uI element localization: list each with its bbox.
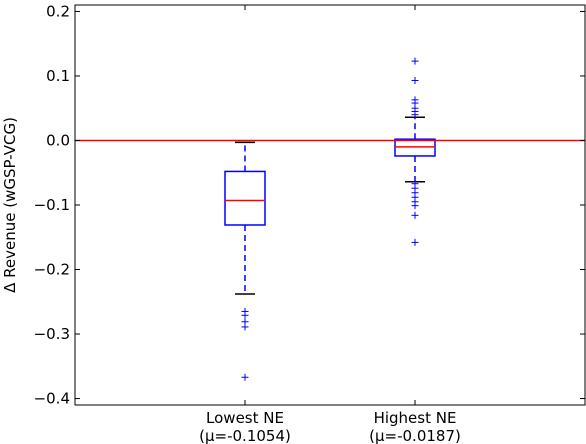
y-tick-label: −0.1 bbox=[34, 196, 70, 214]
x-tick-sublabel: (μ=-0.1054) bbox=[199, 427, 291, 444]
flier-point bbox=[241, 311, 249, 319]
y-tick-label: −0.4 bbox=[34, 390, 70, 408]
y-tick-label: 0.0 bbox=[46, 131, 70, 149]
flier-point bbox=[411, 96, 419, 104]
y-axis-ticks: −0.4 −0.3 −0.2 −0.1 0.0 0.1 0.2 bbox=[34, 2, 585, 408]
box bbox=[224, 170, 266, 226]
x-tick-sublabel: (μ=-0.0187) bbox=[369, 427, 461, 444]
y-tick-label: −0.3 bbox=[34, 325, 70, 343]
flier-point bbox=[411, 202, 419, 210]
flier-point bbox=[411, 57, 419, 65]
y-tick-label: 0.1 bbox=[46, 67, 70, 85]
flier-point bbox=[241, 323, 249, 331]
y-tick-label: 0.2 bbox=[46, 2, 70, 20]
flier-point bbox=[241, 373, 249, 381]
flier-point bbox=[411, 238, 419, 246]
plot-elements bbox=[75, 57, 585, 381]
flier-point bbox=[411, 211, 419, 219]
x-tick-label: Highest NE bbox=[374, 409, 457, 427]
box-group bbox=[394, 57, 436, 246]
y-axis-label: Δ Revenue (wGSP-VCG) bbox=[1, 117, 19, 293]
plot-area-frame bbox=[74, 4, 586, 406]
x-tick-label: Lowest NE bbox=[206, 409, 284, 427]
flier-point bbox=[411, 76, 419, 84]
box-group bbox=[224, 141, 266, 381]
x-axis-ticks: Lowest NE(μ=-0.1054) Highest NE(μ=-0.0187… bbox=[199, 5, 461, 444]
y-tick-label: −0.2 bbox=[34, 261, 70, 279]
